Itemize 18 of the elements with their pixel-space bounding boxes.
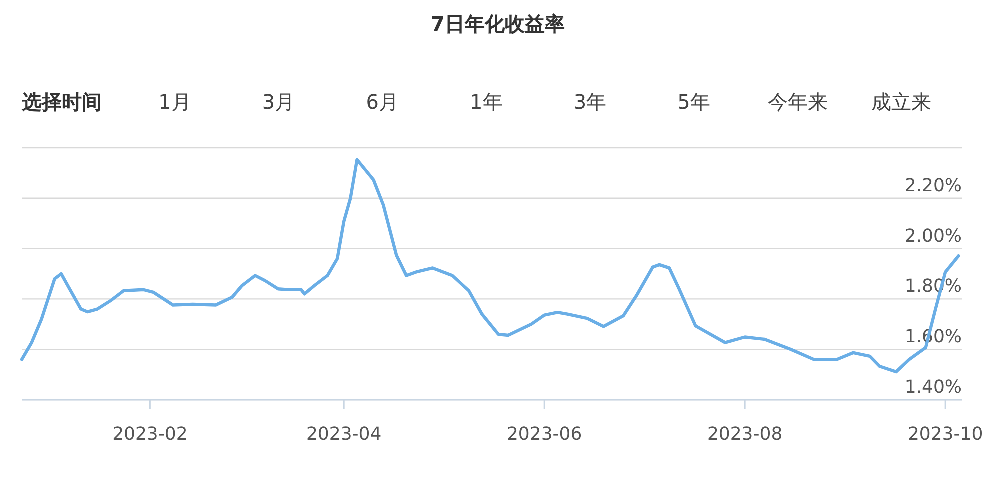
x-tick-label: 2023-06 (506, 424, 582, 445)
text: 1月 (158, 90, 192, 114)
x-tick-label: 2023-10 (908, 424, 984, 445)
chart-title: 7日年化收益率 (431, 12, 565, 36)
text: 3月 (262, 90, 296, 114)
x-tick-label: 2023-02 (112, 424, 188, 445)
text: 3年 (574, 90, 607, 114)
x-tick-label: 2023-08 (707, 424, 783, 445)
x-tick-label: 2023-04 (306, 424, 382, 445)
text: 成立来 (872, 90, 932, 114)
text: 5年 (678, 90, 710, 114)
y-tick-label: 1.40% (904, 377, 962, 398)
text: 选择时间 (21, 90, 102, 114)
text: 6月 (366, 90, 399, 114)
text: 1年 (470, 90, 503, 114)
y-tick-label: 2.20% (904, 175, 962, 196)
text: 今年来 (768, 90, 828, 114)
y-tick-label: 2.00% (904, 226, 962, 247)
